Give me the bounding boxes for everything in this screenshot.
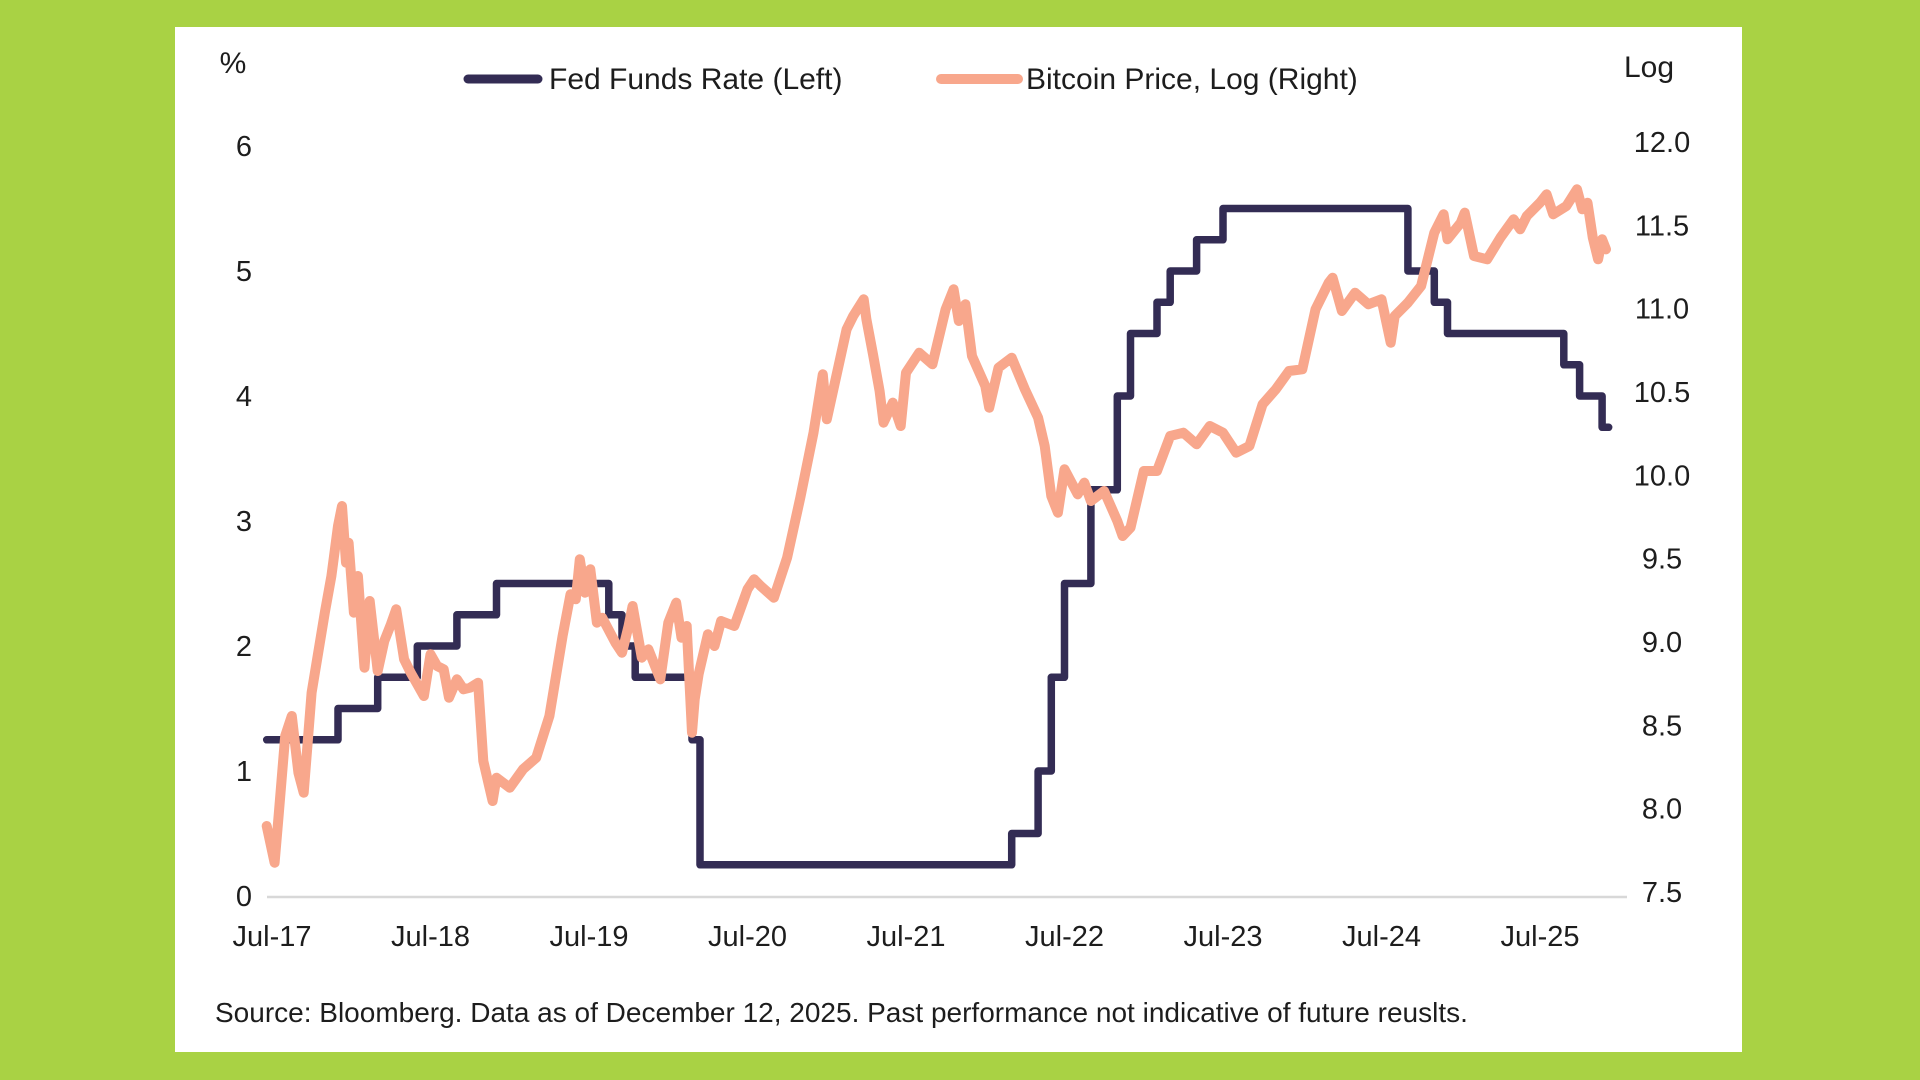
x-tick-label: Jul-21 [867,921,946,953]
right-tick-label: 11.0 [1635,294,1689,326]
x-tick-label: Jul-24 [1342,921,1421,953]
x-tick-label: Jul-20 [708,921,787,953]
right-tick-label: 9.5 [1642,544,1682,576]
right-tick-label: 9.0 [1642,627,1682,659]
left-tick-label: 2 [236,631,252,663]
right-tick-label: 10.5 [1634,377,1690,409]
left-tick-label: 1 [236,756,252,788]
x-tick-label: Jul-18 [391,921,470,953]
right-tick-label: 12.0 [1634,127,1690,159]
left-axis-tick-labels: 6 5 4 3 2 1 0 [236,131,252,913]
right-axis-title: Log [1624,51,1674,84]
legend-label-fed-funds: Fed Funds Rate (Left) [549,63,842,96]
x-axis-tick-labels: Jul-17 Jul-18 Jul-19 Jul-20 Jul-21 Jul-22 Jul-… [233,921,1580,953]
legend-label-bitcoin: Bitcoin Price, Log (Right) [1026,63,1358,96]
left-tick-label: 5 [236,256,252,288]
left-tick-label: 4 [236,381,252,413]
x-tick-label: Jul-25 [1501,921,1580,953]
legend: Fed Funds Rate (Left) Bitcoin Price, Log… [463,63,1358,96]
left-tick-label: 0 [236,881,252,913]
left-tick-label: 6 [236,131,252,163]
chart-panel [175,27,1742,1052]
series-line-fed-funds [262,204,1613,869]
right-tick-label: 8.0 [1642,794,1682,826]
right-tick-label: 8.5 [1642,710,1682,742]
source-note: Source: Bloomberg. Data as of December 1… [215,997,1468,1028]
x-tick-label: Jul-19 [550,921,629,953]
right-tick-label: 11.5 [1635,210,1689,242]
right-tick-label: 10.0 [1634,460,1690,492]
right-axis-tick-labels: 12.0 11.5 11.0 10.5 10.0 9.5 9.0 8.5 8.0 7.5 [1634,127,1690,909]
plot-series [261,184,1613,869]
x-tick-label: Jul-23 [1184,921,1263,953]
left-axis-title: % [220,47,247,80]
left-tick-label: 3 [236,506,252,538]
series-line-bitcoin [261,184,1611,868]
right-tick-label: 7.5 [1642,877,1682,909]
x-tick-label: Jul-17 [233,921,312,953]
x-tick-label: Jul-22 [1025,921,1104,953]
